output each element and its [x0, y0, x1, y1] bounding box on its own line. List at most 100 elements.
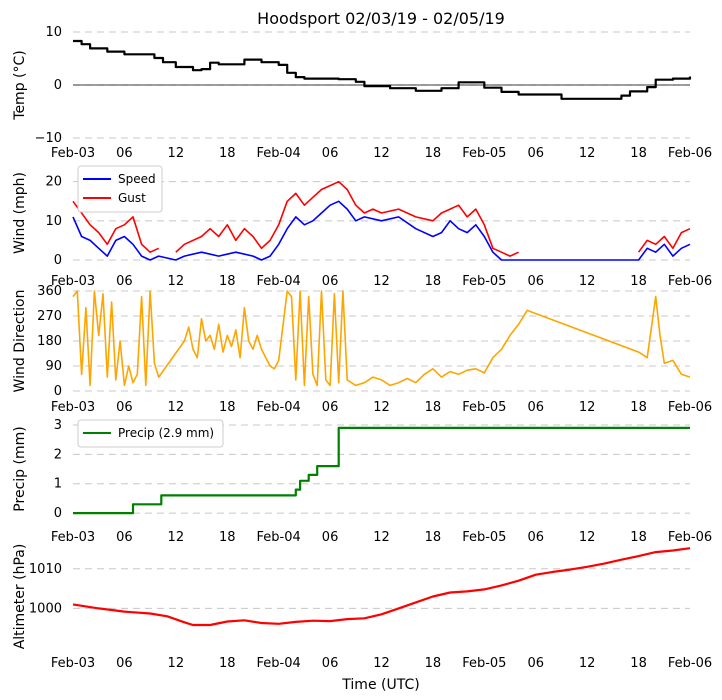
- x-tick-label: Feb-06: [668, 400, 712, 415]
- y-tick-label: 270: [37, 309, 62, 324]
- legend-label: Gust: [118, 191, 146, 205]
- x-tick-label: 06: [527, 530, 544, 545]
- x-tick-label: 12: [168, 400, 185, 415]
- x-tick-label: Feb-04: [257, 656, 301, 671]
- series-line-wind-1: [72, 180, 691, 257]
- x-tick-label: 06: [527, 400, 544, 415]
- x-tick-label: 06: [322, 530, 339, 545]
- x-tick-label: 18: [219, 274, 236, 289]
- x-tick-label: Feb-05: [462, 530, 506, 545]
- y-tick-label: 20: [45, 175, 62, 190]
- x-tick-label: Feb-06: [668, 656, 712, 671]
- x-tick-label: 12: [168, 656, 185, 671]
- series-line-precip-0: [73, 426, 690, 515]
- chart-title: Hoodsport 02/03/19 - 02/05/19: [257, 9, 505, 28]
- legend-wind: Speed Gust: [77, 165, 163, 213]
- x-tick-label: 06: [116, 656, 133, 671]
- x-tick-label: 06: [322, 274, 339, 289]
- x-tick-label: 12: [579, 274, 596, 289]
- x-tick-label: Feb-03: [51, 274, 95, 289]
- series-line-alt-0: [72, 547, 691, 627]
- series-line-temp-0: [73, 39, 692, 100]
- x-tick-label: 18: [425, 146, 442, 161]
- x-tick-label: 06: [322, 400, 339, 415]
- x-axis-label: Time (UTC): [341, 677, 419, 693]
- legend-box: [77, 165, 163, 213]
- y-axis-label: Temp (°C): [12, 50, 28, 120]
- y-tick-label: 2: [54, 447, 62, 462]
- x-tick-label: 12: [373, 146, 390, 161]
- x-tick-label: 18: [630, 146, 647, 161]
- x-tick-label: Feb-03: [51, 400, 95, 415]
- x-tick-label: Feb-04: [257, 146, 301, 161]
- x-tick-label: 18: [630, 400, 647, 415]
- x-tick-label: 18: [425, 656, 442, 671]
- x-tick-label: 06: [116, 400, 133, 415]
- legend-precip: Precip (2.9 mm): [77, 419, 224, 448]
- x-tick-label: 18: [219, 530, 236, 545]
- y-tick-label: 0: [54, 253, 62, 268]
- panel-alt: 1010 1000 Feb-03 06 12 18 Feb-04 06 12 18 Feb-05 06…: [12, 544, 712, 671]
- x-tick-label: 18: [219, 146, 236, 161]
- x-tick-label: 06: [527, 146, 544, 161]
- legend-label: Speed: [118, 172, 156, 186]
- x-tick-label: 12: [579, 146, 596, 161]
- x-tick-label: 06: [116, 530, 133, 545]
- x-tick-label: Feb-03: [51, 530, 95, 545]
- x-tick-label: 06: [322, 656, 339, 671]
- x-tick-label: 18: [630, 530, 647, 545]
- y-axis-label: Precip (mm): [12, 426, 28, 511]
- y-tick-label: 90: [45, 359, 62, 374]
- y-axis-label: Wind (mph): [12, 172, 28, 254]
- x-tick-label: Feb-04: [257, 400, 301, 415]
- x-tick-label: 12: [373, 400, 390, 415]
- x-tick-label: 18: [219, 656, 236, 671]
- x-tick-label: Feb-04: [257, 530, 301, 545]
- x-tick-label: Feb-06: [668, 274, 712, 289]
- x-tick-label: Feb-05: [462, 146, 506, 161]
- x-tick-label: 12: [168, 274, 185, 289]
- x-tick-label: 12: [168, 530, 185, 545]
- x-tick-label: Feb-05: [462, 400, 506, 415]
- y-tick-label: 0: [54, 506, 62, 521]
- y-tick-label: 360: [37, 284, 62, 299]
- x-tick-label: 06: [116, 274, 133, 289]
- y-tick-label: 0: [54, 384, 62, 399]
- y-axis-label: Altimeter (hPa): [12, 544, 28, 650]
- x-tick-label: 12: [579, 656, 596, 671]
- x-tick-label: 18: [630, 656, 647, 671]
- legend-label: Precip (2.9 mm): [118, 426, 214, 440]
- x-tick-label: Feb-03: [51, 656, 95, 671]
- y-tick-label: 3: [54, 418, 62, 433]
- x-tick-label: 18: [630, 274, 647, 289]
- x-tick-label: 06: [116, 146, 133, 161]
- y-tick-label: 1: [54, 477, 62, 492]
- x-tick-label: 12: [168, 146, 185, 161]
- y-tick-label: 180: [37, 334, 62, 349]
- x-tick-label: 06: [527, 656, 544, 671]
- y-tick-label: −10: [35, 131, 62, 146]
- y-tick-label: 1000: [29, 601, 62, 616]
- x-tick-label: 12: [579, 400, 596, 415]
- x-tick-label: Feb-06: [668, 530, 712, 545]
- panel-wind: 20 10 0 Feb-03 06 12 18 Feb-04 06 12 18 Feb-05 06 12 1…: [12, 165, 712, 289]
- y-axis-label: Wind Direction: [12, 290, 28, 393]
- x-tick-label: 12: [373, 274, 390, 289]
- x-tick-label: 06: [322, 146, 339, 161]
- x-tick-label: 18: [425, 400, 442, 415]
- x-tick-label: Feb-04: [257, 274, 301, 289]
- x-tick-label: 12: [373, 656, 390, 671]
- x-tick-label: Feb-03: [51, 146, 95, 161]
- x-tick-label: 12: [373, 530, 390, 545]
- x-tick-label: Feb-05: [462, 274, 506, 289]
- x-tick-label: Feb-06: [668, 146, 712, 161]
- panel-precip: 3 2 1 0 Feb-03 06 12 18 Feb-04 06 12 18 Feb-05 06 12 18…: [12, 418, 712, 545]
- series-line-dir-0: [72, 290, 691, 387]
- y-tick-label: 0: [54, 78, 62, 93]
- x-tick-label: 06: [527, 274, 544, 289]
- x-tick-label: 12: [579, 530, 596, 545]
- x-tick-label: Feb-05: [462, 656, 506, 671]
- x-tick-label: 18: [219, 400, 236, 415]
